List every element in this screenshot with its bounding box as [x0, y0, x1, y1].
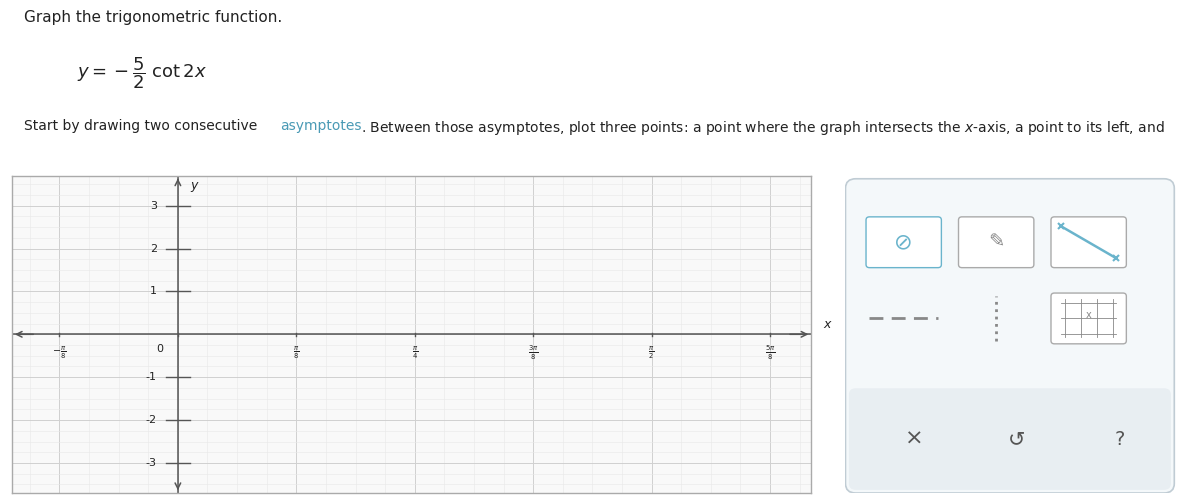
Text: ⊘: ⊘	[894, 232, 913, 252]
FancyBboxPatch shape	[1051, 293, 1127, 344]
Text: 1: 1	[150, 286, 157, 296]
Text: Graph the trigonometric function.: Graph the trigonometric function.	[24, 10, 282, 25]
Text: 3: 3	[150, 201, 157, 211]
FancyBboxPatch shape	[846, 179, 1175, 493]
Text: asymptotes: asymptotes	[280, 119, 361, 133]
FancyBboxPatch shape	[1051, 217, 1127, 267]
Text: -1: -1	[145, 372, 157, 382]
Text: 2: 2	[150, 244, 157, 253]
FancyBboxPatch shape	[866, 217, 941, 267]
Text: 0: 0	[156, 344, 163, 354]
Text: ↺: ↺	[1008, 429, 1026, 449]
Text: -2: -2	[145, 415, 157, 425]
Text: x: x	[1086, 310, 1092, 320]
FancyBboxPatch shape	[959, 217, 1034, 267]
Text: $\frac{\pi}{8}$: $\frac{\pi}{8}$	[293, 344, 300, 361]
Text: $\frac{5\pi}{8}$: $\frac{5\pi}{8}$	[764, 344, 775, 362]
Text: ✎: ✎	[988, 233, 1004, 252]
Text: $\frac{\pi}{2}$: $\frac{\pi}{2}$	[648, 344, 655, 361]
Text: $-\frac{\pi}{8}$: $-\frac{\pi}{8}$	[52, 344, 67, 361]
Text: $\frac{3\pi}{8}$: $\frac{3\pi}{8}$	[528, 344, 539, 362]
FancyBboxPatch shape	[848, 388, 1171, 490]
Text: $y$: $y$	[190, 180, 199, 194]
Text: ?: ?	[1115, 430, 1124, 449]
Text: $x$: $x$	[823, 318, 833, 331]
Text: a point to its right. Finally, click on the graph-a-function button.: a point to its right. Finally, click on …	[24, 180, 466, 194]
Text: $y = -\dfrac{5}{2}\ \mathrm{cot}\,2x$: $y = -\dfrac{5}{2}\ \mathrm{cot}\,2x$	[77, 56, 206, 92]
Text: . Between those asymptotes, plot three points: a point where the graph intersect: . Between those asymptotes, plot three p…	[361, 119, 1165, 137]
Text: -3: -3	[145, 458, 157, 468]
Text: $\frac{\pi}{4}$: $\frac{\pi}{4}$	[412, 344, 418, 361]
Text: ×: ×	[905, 429, 923, 449]
Text: Start by drawing two consecutive: Start by drawing two consecutive	[24, 119, 262, 133]
